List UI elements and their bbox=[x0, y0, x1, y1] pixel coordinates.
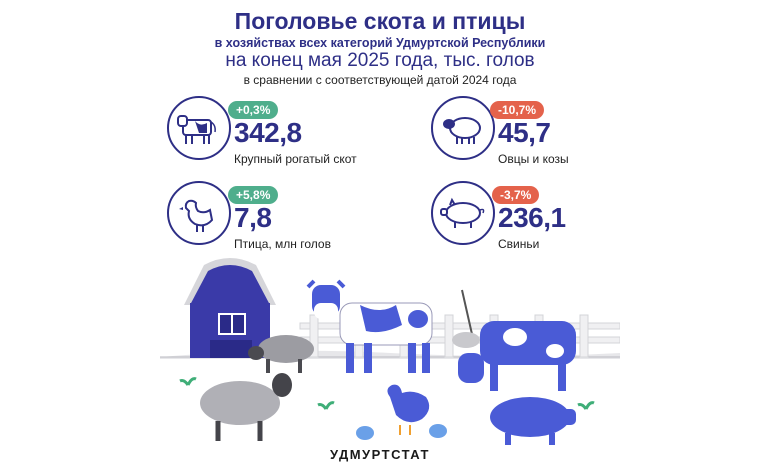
subtitle-region: в хозяйствах всех категорий Удмуртской Р… bbox=[214, 36, 546, 50]
change-badge: -3,7% bbox=[492, 186, 540, 204]
change-badge: +0,3% bbox=[228, 101, 279, 119]
sheep-icon bbox=[443, 117, 481, 144]
sheep-back bbox=[248, 335, 314, 373]
sheep-icon-circle bbox=[431, 96, 495, 160]
pig-icon-circle bbox=[431, 181, 495, 245]
change-badge: +5,8% bbox=[228, 186, 279, 204]
cow-front bbox=[306, 279, 433, 373]
chicken-icon-circle bbox=[167, 181, 231, 245]
stat-label: Свиньи bbox=[498, 237, 540, 251]
barn bbox=[184, 258, 276, 358]
cow-icon-circle bbox=[167, 96, 231, 160]
chicken-big bbox=[387, 384, 430, 435]
page-title: Поголовье скота и птицы bbox=[234, 8, 526, 34]
brand-logo: УДМУРТСТАТ bbox=[330, 447, 430, 462]
subtitle-comparison: в сравнении с соответствующей датой 2024… bbox=[243, 73, 517, 87]
subtitle-date: на конец мая 2025 года, тыс. голов bbox=[225, 50, 535, 71]
stat-value: 7,8 bbox=[234, 202, 272, 233]
sheep-front bbox=[200, 373, 292, 441]
stat-value: 236,1 bbox=[498, 202, 566, 233]
chicken-icon bbox=[179, 199, 214, 232]
pig bbox=[490, 397, 576, 445]
stat-label: Крупный рогатый скот bbox=[234, 152, 357, 166]
cow-grazing bbox=[458, 321, 576, 391]
stat-label: Птица, млн голов bbox=[234, 237, 331, 251]
stat-value: 342,8 bbox=[234, 117, 302, 148]
stat-label: Овцы и козы bbox=[498, 152, 569, 166]
farm-illustration bbox=[160, 258, 620, 445]
cow-icon bbox=[177, 115, 216, 144]
pig-icon bbox=[440, 197, 485, 228]
stat-value: 45,7 bbox=[498, 117, 551, 148]
change-badge: -10,7% bbox=[490, 101, 545, 119]
